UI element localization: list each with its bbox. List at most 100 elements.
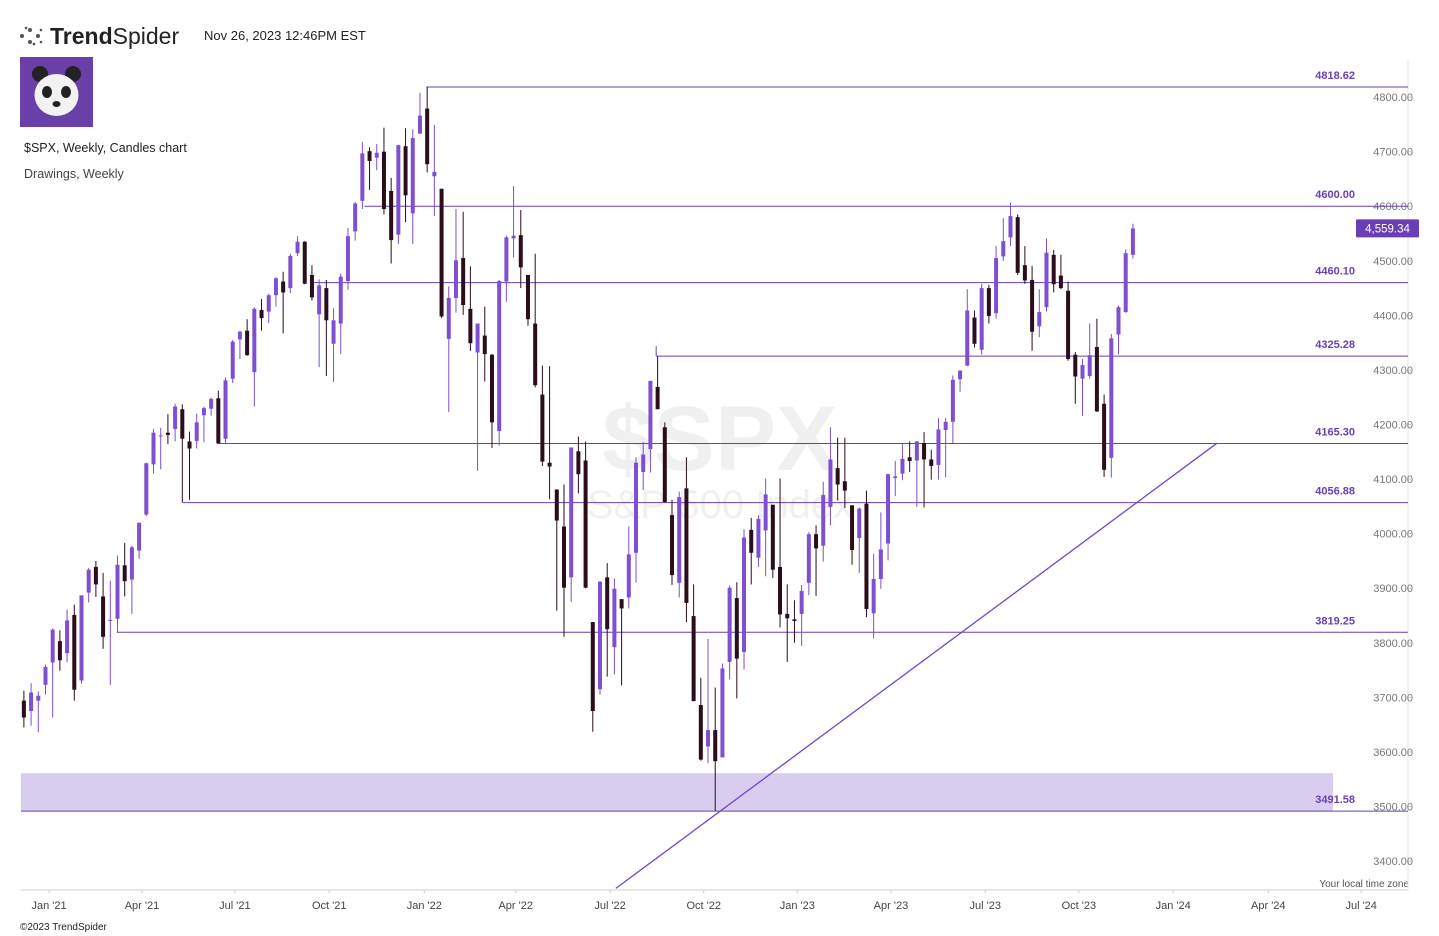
candle-body — [958, 370, 963, 380]
candle-body — [871, 578, 876, 614]
y-tick-label: 4000.00 — [1373, 529, 1413, 541]
y-tick-label: 4700.00 — [1373, 147, 1413, 159]
candle-body — [533, 323, 538, 386]
candle-body — [374, 152, 379, 158]
candle-body — [201, 408, 206, 416]
candle-body — [749, 529, 754, 553]
candle-body — [504, 237, 509, 282]
level-label: 4056.88 — [1315, 486, 1355, 498]
candle-body — [835, 468, 840, 485]
candle-body — [648, 380, 653, 450]
candle-body — [605, 577, 610, 630]
timezone-note: Your local time zone — [1319, 879, 1409, 890]
candle-body — [900, 458, 905, 474]
candle-body — [1015, 217, 1020, 273]
candle-body — [237, 331, 242, 340]
candle-body — [360, 153, 365, 201]
avatar — [20, 57, 93, 127]
candle-body — [108, 619, 113, 621]
candle-body — [93, 566, 98, 585]
candle-body — [914, 441, 919, 461]
support-zone — [21, 773, 1333, 812]
candle-body — [994, 258, 999, 314]
x-tick-label: Jan '22 — [407, 900, 442, 912]
candle-body — [878, 549, 883, 579]
candle-body — [778, 566, 783, 615]
candle-body — [698, 705, 703, 760]
y-tick-label: 4800.00 — [1373, 92, 1413, 104]
candle-body — [144, 463, 149, 515]
brand-light: Spider — [113, 23, 180, 49]
candle-body — [756, 518, 761, 558]
candle-body — [273, 278, 278, 296]
x-tick-label: Jan '21 — [32, 900, 67, 912]
candle-body — [842, 481, 847, 491]
candle-body — [345, 236, 350, 282]
candle-body — [1001, 241, 1006, 257]
candle-body — [965, 310, 970, 366]
candle-body — [367, 151, 372, 161]
y-tick-label: 3800.00 — [1373, 638, 1413, 650]
candle-body — [453, 260, 458, 298]
x-tick-label: Jan '24 — [1156, 900, 1191, 912]
x-tick-label: Apr '24 — [1251, 900, 1286, 912]
candle-body — [129, 547, 134, 580]
level-label: 3819.25 — [1315, 615, 1355, 627]
level-label: 4818.62 — [1315, 70, 1355, 82]
candle-body — [101, 596, 106, 637]
candle-body — [576, 451, 581, 475]
candle-body — [36, 695, 41, 701]
level-label: 4325.28 — [1315, 339, 1355, 351]
candle-body — [72, 614, 77, 690]
candle-body — [403, 146, 408, 196]
candle-body — [828, 459, 833, 507]
candle-body — [727, 587, 732, 662]
x-tick-label: Jul '24 — [1345, 900, 1376, 912]
candle-body — [1058, 275, 1063, 289]
candle-body — [446, 297, 451, 339]
candle-body — [590, 622, 595, 712]
candle-body — [432, 171, 437, 177]
candle-body — [259, 309, 264, 319]
candle-body — [396, 145, 401, 235]
candle-body — [497, 281, 502, 432]
candle-body — [223, 380, 228, 439]
x-tick-label: Jan '23 — [780, 900, 815, 912]
level-label: 4165.30 — [1315, 426, 1355, 438]
candle-body — [1066, 290, 1071, 360]
candle-body — [634, 462, 639, 553]
candle-body — [670, 515, 675, 576]
candle-body — [713, 730, 718, 762]
level-label: 4600.00 — [1315, 189, 1355, 201]
candle-body — [302, 241, 307, 284]
candle-body — [1051, 254, 1056, 285]
candle-body — [331, 320, 336, 344]
copyright: ©2023 TrendSpider — [20, 922, 108, 933]
watermark: $SPX — [602, 388, 837, 490]
candle-body — [475, 323, 480, 353]
candle-body — [792, 619, 797, 621]
candle-body — [929, 459, 934, 466]
candle-body — [50, 629, 55, 663]
candle-body — [1044, 252, 1049, 308]
candle-body — [158, 435, 163, 437]
candle-body — [29, 692, 34, 712]
candle-body — [684, 488, 689, 603]
candle-body — [583, 460, 588, 588]
y-tick-label: 4300.00 — [1373, 365, 1413, 377]
candle-body — [597, 581, 602, 690]
candle-body — [886, 474, 891, 544]
candle-body — [655, 386, 660, 410]
candle-body — [734, 598, 739, 659]
candle-body — [461, 258, 466, 306]
candle-body — [482, 335, 487, 355]
candle-body — [864, 503, 869, 609]
candle-body — [324, 288, 329, 321]
x-tick-label: Apr '22 — [498, 900, 533, 912]
candle-body — [547, 462, 552, 467]
y-tick-label: 3500.00 — [1373, 802, 1413, 814]
watermark-subtitle: S&P 500 Index — [587, 483, 853, 527]
y-tick-label: 3400.00 — [1373, 856, 1413, 868]
candle-body — [1130, 228, 1135, 255]
